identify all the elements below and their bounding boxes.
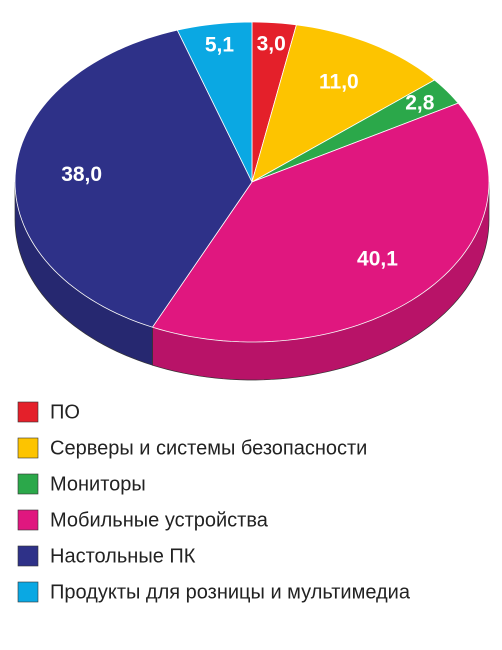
value-label: 3,0	[257, 33, 286, 56]
value-label: 5,1	[205, 34, 235, 57]
legend-label: Серверы и системы безопасности	[50, 437, 367, 459]
value-label: 40,1	[357, 248, 398, 271]
legend-swatch	[17, 581, 39, 603]
legend-label: Мониторы	[50, 473, 146, 495]
slice	[14, 29, 253, 328]
value-label: 2,8	[405, 91, 435, 114]
slice	[176, 21, 253, 183]
legend-swatch	[17, 545, 39, 567]
legend-label: Настольные ПК	[50, 545, 196, 567]
legend-swatch	[17, 473, 39, 495]
value-label: 38,0	[61, 163, 102, 186]
legend-swatch	[17, 509, 39, 531]
legend-swatch	[17, 401, 39, 423]
slice	[151, 102, 490, 343]
legend-label: Мобильные устройства	[50, 509, 269, 531]
legend-label: Продукты для розницы и мультимедиа	[50, 581, 411, 603]
slice	[251, 24, 436, 183]
legend-swatch	[17, 437, 39, 459]
legend-label: ПО	[50, 401, 80, 423]
value-label: 11,0	[319, 70, 359, 93]
slice	[251, 79, 459, 183]
